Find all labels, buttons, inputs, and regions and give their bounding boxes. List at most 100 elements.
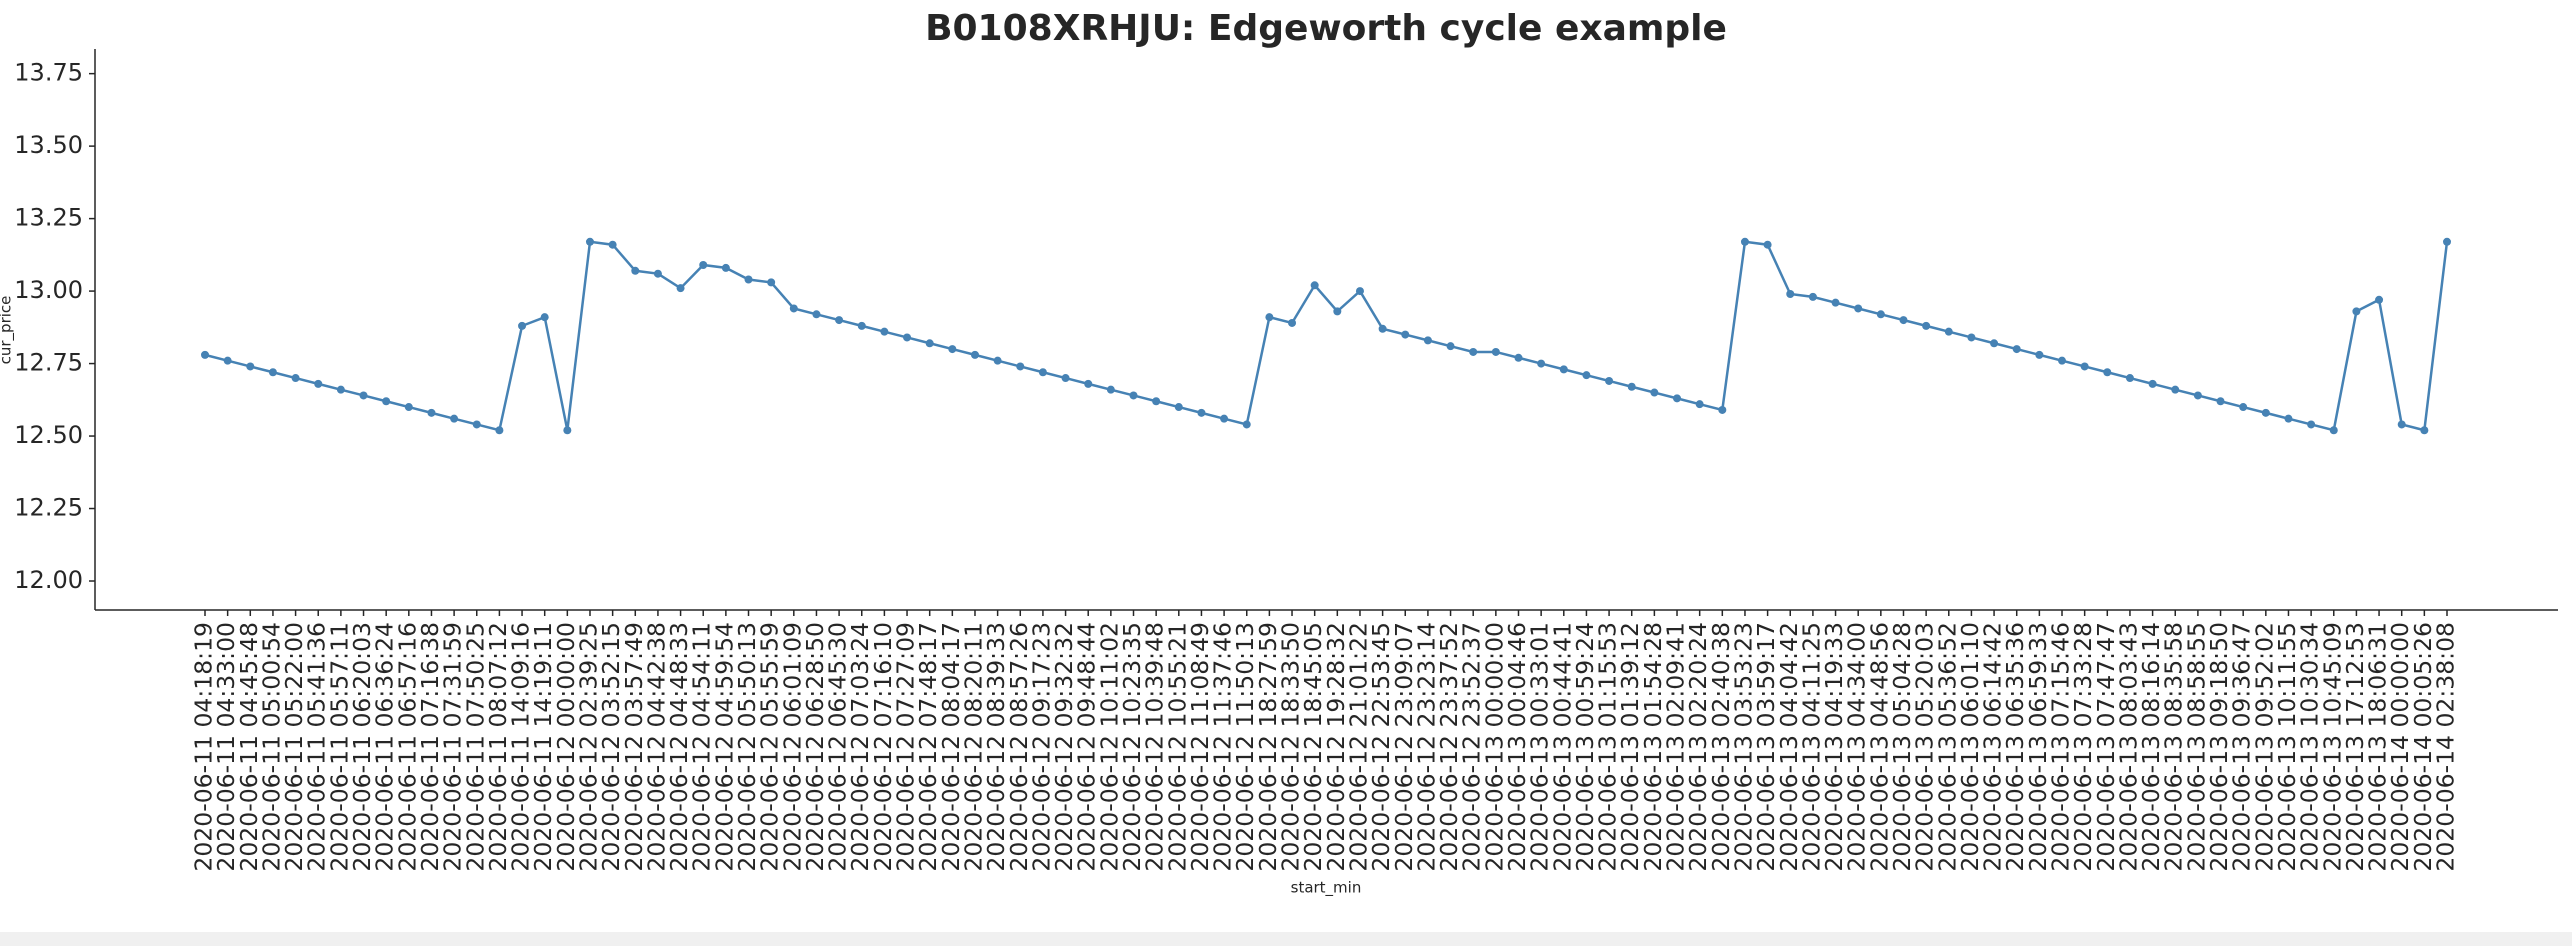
x-tick-label: 2020-06-12 08:20:11 — [959, 622, 987, 872]
point — [314, 379, 323, 388]
point — [223, 356, 232, 365]
point — [2329, 426, 2338, 435]
point — [540, 313, 549, 322]
point — [2397, 420, 2406, 429]
point — [1718, 405, 1727, 414]
x-tick-label: 2020-06-12 08:04:17 — [937, 622, 965, 872]
point — [699, 260, 708, 269]
x-tick-label: 2020-06-12 07:48:17 — [914, 622, 942, 872]
point — [1446, 342, 1455, 351]
x-tick-label: 2020-06-13 00:00:00 — [1480, 622, 1508, 872]
chart-title: B0108XRHJU: Edgeworth cycle example — [925, 8, 1727, 49]
x-tick-label: 2020-06-12 00:00:00 — [552, 622, 580, 872]
point — [2012, 345, 2021, 354]
point — [1220, 414, 1229, 423]
x-tick-label: 2020-06-13 18:06:31 — [2364, 622, 2392, 872]
point — [1469, 347, 1478, 356]
x-tick-label: 2020-06-12 10:39:48 — [1141, 622, 1169, 872]
point — [472, 420, 481, 429]
y-axis-label: cur_price — [0, 296, 16, 365]
point — [1967, 333, 1976, 342]
point — [2148, 379, 2157, 388]
x-tick-label: 2020-06-12 07:03:24 — [846, 622, 874, 872]
point — [812, 310, 821, 319]
x-tick-label: 2020-06-13 01:39:12 — [1616, 622, 1644, 872]
point — [1808, 292, 1817, 301]
point — [835, 316, 844, 325]
point — [721, 263, 730, 272]
x-tick-label: 2020-06-13 00:44:41 — [1548, 622, 1576, 872]
point — [857, 321, 866, 330]
point — [2443, 237, 2451, 246]
x-tick-label: 2020-06-12 05:50:13 — [733, 622, 761, 872]
point — [563, 426, 572, 435]
x-tick-label: 2020-06-12 03:52:15 — [597, 622, 625, 872]
x-tick-label: 2020-06-12 09:17:23 — [1027, 622, 1055, 872]
point — [2284, 414, 2293, 423]
x-tick-label: 2020-06-13 01:15:53 — [1594, 622, 1622, 872]
x-tick-label: 2020-06-12 23:09:07 — [1390, 622, 1418, 872]
x-tick-label: 2020-06-13 07:15:46 — [2047, 622, 2075, 872]
x-tick-label: 2020-06-12 23:37:52 — [1435, 622, 1463, 872]
x-tick-label: 2020-06-13 08:58:55 — [2182, 622, 2210, 872]
point — [1763, 240, 1772, 249]
point — [2125, 374, 2134, 383]
point — [1627, 382, 1636, 391]
x-tick-label: 2020-06-11 04:45:48 — [235, 622, 263, 872]
point — [948, 345, 957, 354]
x-tick-label: 2020-06-12 11:08:49 — [1186, 622, 1214, 872]
point — [291, 374, 300, 383]
x-tick-label: 2020-06-13 10:45:09 — [2318, 622, 2346, 872]
point — [925, 339, 934, 348]
x-tick-label: 2020-06-13 10:11:55 — [2273, 622, 2301, 872]
point — [1740, 237, 1749, 246]
x-tick-label: 2020-06-11 07:31:59 — [439, 622, 467, 872]
x-tick-label: 2020-06-13 01:54:28 — [1639, 622, 1667, 872]
point — [1106, 385, 1115, 394]
x-tick-label: 2020-06-13 02:40:38 — [1707, 622, 1735, 872]
x-tick-label: 2020-06-13 06:14:42 — [1979, 622, 2007, 872]
point — [1491, 347, 1500, 356]
point — [1129, 391, 1138, 400]
point — [1876, 310, 1885, 319]
point — [268, 368, 277, 377]
x-tick-label: 2020-06-12 04:48:33 — [665, 622, 693, 872]
x-tick-label: 2020-06-11 04:18:19 — [190, 622, 218, 872]
x-tick-label: 2020-06-12 10:23:35 — [1118, 622, 1146, 872]
x-tick-label: 2020-06-11 14:09:16 — [507, 622, 535, 872]
x-tick-label: 2020-06-12 06:01:09 — [778, 622, 806, 872]
y-tick-label: 12.25 — [14, 494, 83, 522]
point — [1944, 327, 1953, 336]
x-tick-label: 2020-06-13 07:33:28 — [2069, 622, 2097, 872]
x-tick-label: 2020-06-12 04:54:11 — [688, 622, 716, 872]
x-tick-label: 2020-06-12 06:28:50 — [801, 622, 829, 872]
x-tick-label: 2020-06-12 08:39:33 — [982, 622, 1010, 872]
x-tick-label: 2020-06-13 09:52:02 — [2250, 622, 2278, 872]
x-tick-label: 2020-06-11 08:07:12 — [484, 622, 512, 872]
x-tick-label: 2020-06-12 02:39:25 — [574, 622, 602, 872]
x-tick-label: 2020-06-13 03:59:17 — [1752, 622, 1780, 872]
point — [1514, 353, 1523, 362]
point — [1650, 388, 1659, 397]
point — [903, 333, 912, 342]
x-tick-label: 2020-06-13 09:36:47 — [2228, 622, 2256, 872]
x-tick-label: 2020-06-12 05:55:59 — [756, 622, 784, 872]
point — [2035, 350, 2044, 359]
x-tick-label: 2020-06-13 08:16:14 — [2137, 622, 2165, 872]
x-tick-label: 2020-06-13 08:35:58 — [2160, 622, 2188, 872]
x-tick-label: 2020-06-11 07:50:25 — [461, 622, 489, 872]
x-tick-label: 2020-06-13 00:33:01 — [1526, 622, 1554, 872]
x-tick-label: 2020-06-11 05:00:54 — [257, 622, 285, 872]
point — [2080, 362, 2089, 371]
y-tick-label: 13.50 — [14, 131, 83, 159]
x-tick-label: 2020-06-12 10:55:21 — [1163, 622, 1191, 872]
point — [1378, 324, 1387, 333]
x-tick-label: 2020-06-12 23:52:37 — [1458, 622, 1486, 872]
point — [1922, 321, 1931, 330]
point — [450, 414, 459, 423]
point — [631, 266, 640, 275]
x-tick-label: 2020-06-12 22:53:45 — [1367, 622, 1395, 872]
x-tick-label: 2020-06-12 18:45:05 — [1299, 622, 1327, 872]
x-tick-label: 2020-06-13 05:20:03 — [1911, 622, 1939, 872]
